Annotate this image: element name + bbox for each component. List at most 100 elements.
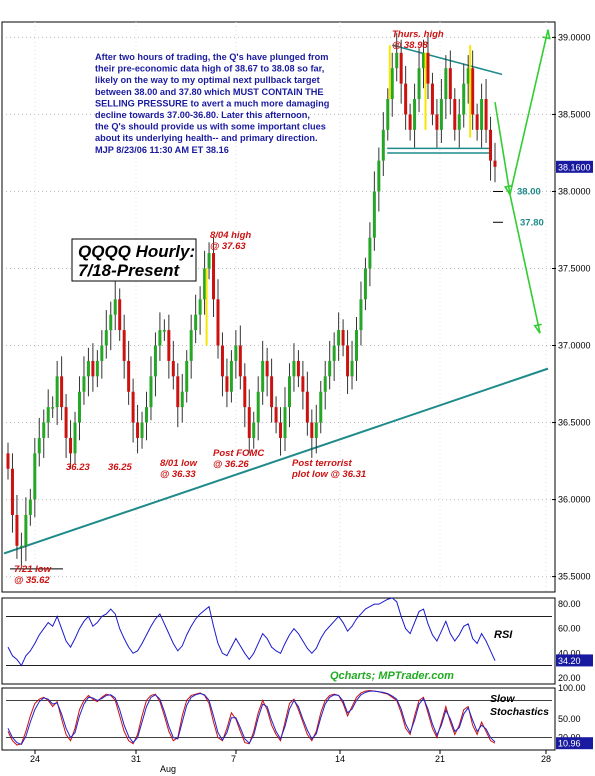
stochastics-label: Slow Stochastics	[490, 693, 549, 718]
candle-body	[372, 191, 376, 238]
candle-body	[176, 376, 180, 408]
candle-body	[399, 52, 403, 84]
candle-body	[162, 330, 166, 332]
candle-body	[100, 345, 104, 361]
annotation-label: 36.25	[108, 462, 132, 473]
commentary-line: about its underlying health-- and primar…	[95, 133, 318, 143]
candle-body	[261, 360, 265, 392]
candle-body	[86, 360, 90, 377]
candle-body	[301, 376, 305, 392]
candle-body	[153, 345, 157, 377]
stochastics-last-label: 10.96	[558, 739, 581, 749]
price-grid	[6, 22, 552, 592]
candle-body	[113, 299, 117, 315]
annotation-label: Thurs. high	[392, 29, 444, 40]
candle-body	[350, 360, 354, 377]
x-tick-label: 28	[541, 754, 551, 764]
candle-body	[270, 376, 274, 408]
candle-body	[189, 330, 193, 361]
candle-body	[131, 391, 135, 423]
rsi-series	[7, 597, 496, 667]
candle-body	[171, 360, 175, 377]
commentary-line: MJP 8/23/06 11:30 AM ET 38.16	[95, 145, 229, 155]
candle-body	[305, 391, 309, 423]
candle-body	[73, 422, 77, 454]
candle-body	[417, 68, 421, 100]
candle-body	[19, 545, 23, 548]
candle-body	[287, 376, 291, 408]
support-trendline	[3, 367, 549, 555]
candle-body	[55, 376, 59, 408]
candle-body	[149, 376, 153, 408]
candle-body	[404, 83, 408, 115]
candle-body	[439, 99, 443, 130]
price-y-tick-label: 37.5000	[558, 263, 591, 273]
candle-body	[145, 407, 149, 423]
price-y-axis: 39.0000 38.5000 38.0000 37.5000 37.0000 36.50…	[552, 32, 593, 582]
candle-body	[296, 360, 300, 377]
candle-body	[332, 345, 336, 361]
annotation-label: @ 38.98	[392, 40, 428, 51]
candle-body	[118, 299, 122, 331]
candle-body	[444, 68, 448, 100]
annotation-label: Post terrorist	[292, 458, 352, 469]
commentary-text: After two hours of trading, the Q's have…	[95, 52, 329, 155]
commentary-line: likely on the way to my optimal next pul…	[95, 75, 320, 85]
candle-body	[243, 376, 247, 408]
candle-body	[457, 114, 461, 130]
candle-body	[292, 360, 296, 377]
watermark: Qcharts; MPTrader.com	[330, 670, 454, 682]
candle-body	[426, 52, 430, 84]
annotation-label: 8/04 high	[210, 230, 251, 241]
candle-body	[6, 453, 10, 469]
candle-body	[484, 99, 488, 130]
candle-body	[265, 360, 269, 377]
candle-body	[390, 68, 394, 100]
candle-body	[51, 407, 55, 409]
stochastics-series	[7, 689, 496, 746]
candle-body	[77, 391, 81, 423]
commentary-line: After two hours of trading, the Q's have…	[95, 52, 328, 62]
candle-body	[354, 330, 358, 361]
rsi-plot	[7, 597, 496, 667]
candle-body	[185, 360, 189, 392]
target-arrow-up	[509, 29, 549, 195]
stochastics-y-tick-label: 100.00	[558, 683, 586, 693]
annotation-label: 8/01 low	[160, 458, 198, 469]
candle-body	[462, 83, 466, 115]
last-price-label: 38.1600	[558, 162, 591, 172]
candle-body	[489, 129, 493, 161]
rsi-y-axis: 80.00 60.00 40.00 20.00 34.20	[556, 599, 593, 683]
x-tick-label: 7	[231, 754, 236, 764]
annotation-label: @ 37.63	[210, 241, 246, 252]
candle-body	[274, 407, 278, 423]
annotation-label: @ 36.26	[213, 459, 249, 470]
annotation-label: Post FOMC	[213, 448, 264, 459]
candle-body	[480, 99, 484, 130]
candle-body	[422, 52, 426, 69]
candle-body	[24, 514, 28, 546]
candle-body	[413, 99, 417, 130]
rsi-last-label: 34.20	[558, 656, 581, 666]
price-y-tick-label: 39.0000	[558, 32, 591, 42]
candle-body	[69, 437, 73, 454]
candle-body	[194, 314, 198, 331]
price-y-tick-label: 36.0000	[558, 495, 591, 505]
commentary-line: between 38.00 and 37.80 which MUST CONTA…	[95, 87, 324, 97]
candle-body	[10, 468, 14, 515]
candle-body	[127, 360, 131, 392]
candle-body	[466, 68, 470, 84]
rsi-y-tick-label: 40.00	[558, 648, 581, 658]
stochastics-series	[7, 690, 496, 746]
candle-body	[395, 52, 399, 69]
stochastics-y-tick-label: 50.00	[558, 714, 581, 724]
candle-body	[180, 391, 184, 408]
candle-body	[337, 330, 341, 346]
stochastics-last-box	[556, 737, 593, 750]
price-y-tick-label: 35.5000	[558, 572, 591, 582]
candle-body	[207, 253, 211, 269]
x-tick-label: 31	[131, 754, 141, 764]
